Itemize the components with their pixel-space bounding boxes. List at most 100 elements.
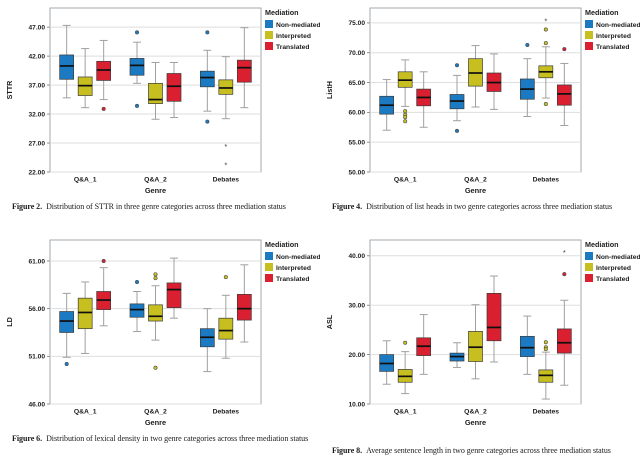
figure-4-caption-text: Distribution of list heads in two genre … <box>366 202 613 211</box>
fig2-extreme-point: * <box>224 142 227 151</box>
fig8-ytick-label: 10.00 <box>348 401 365 408</box>
interpreted-legend-swatch <box>585 263 593 271</box>
fig8-x-axis-label: Genre <box>465 418 486 427</box>
figure-8-number: Figure 8. <box>332 446 363 455</box>
fig2-ytick-label: 42.00 <box>28 53 45 60</box>
translated-legend-label: Translated <box>276 44 309 51</box>
fig6-ytick-label: 61.00 <box>28 258 45 265</box>
figure-6-caption-text: Distribution of lexical density in two g… <box>46 434 309 443</box>
fig2-box-interpreted-Q&A_2 <box>148 61 163 120</box>
fig8-outlier-point <box>562 272 567 277</box>
fig8-xtick-label: Debates <box>533 409 560 416</box>
fig6-outlier-point <box>135 279 140 284</box>
fig4-y-axis-label: ListH <box>325 81 334 99</box>
fig8-ytick-label: 20.00 <box>348 352 365 359</box>
fig4-box-translated-Q&A_1 <box>416 71 432 128</box>
fig6-box-non-mediated-Q&A_1 <box>59 292 75 366</box>
fig4-box-non-mediated-Q&A_2 <box>449 63 465 133</box>
translated-legend-swatch <box>585 274 593 282</box>
fig2-extreme-point: * <box>224 160 227 169</box>
fig2-box-non-mediated-Q&A_1 <box>59 24 75 99</box>
fig4-outlier-point <box>543 41 548 46</box>
fig6-outlier-point <box>223 275 228 280</box>
fig4-ytick-label: 70.00 <box>348 50 365 57</box>
fig8-legend-title: Mediation <box>585 240 619 249</box>
fig2-y-axis-label: STTR <box>5 80 14 100</box>
fig2-ytick-label: 47.00 <box>28 24 45 31</box>
fig4-xtick-label: Q&A_1 <box>394 177 417 184</box>
figure-8-block: 40.00 30.00 20.00 10.00 ASL * Q&A_1 Q&A_2 Debate… <box>320 232 640 469</box>
fig2-ytick-label: 32.00 <box>28 111 45 118</box>
fig2-ytick-label: 22.00 <box>28 169 45 176</box>
fig2-outlier-point <box>135 103 140 108</box>
figure-2-caption-text: Distribution of STTR in three genre cate… <box>46 202 286 211</box>
non-mediated-legend-swatch <box>585 20 593 28</box>
fig4-ytick-label: 65.00 <box>348 80 365 87</box>
figure-4-block: 75.00 70.00 65.00 60.00 55.00 50.00 ListH * Q&A_… <box>320 0 640 232</box>
figure-2-caption: Figure 2. Distribution of STTR in three g… <box>12 201 314 213</box>
fig6-xtick-label: Q&A_2 <box>144 409 167 416</box>
fig8-box-non-mediated-Q&A_1 <box>379 340 395 385</box>
fig4-ytick-label: 55.00 <box>348 139 365 146</box>
figure-2-block: 47.00 42.00 37.00 32.00 27.00 22.00 STTR * * Q&A_… <box>0 0 320 232</box>
fig2-ytick-label: 27.00 <box>28 140 45 147</box>
fig4-extreme-point: * <box>544 17 547 26</box>
fig2-xtick-label: Q&A_2 <box>144 177 167 184</box>
fig6-x-axis-label: Genre <box>145 418 166 427</box>
figure-4-caption: Figure 4. Distribution of list heads in t… <box>332 201 634 213</box>
fig4-box-interpreted-Q&A_2 <box>468 45 483 108</box>
fig4-outlier-point <box>455 63 460 68</box>
fig4-box-interpreted-Q&A_1 <box>397 59 413 124</box>
fig8-box-interpreted-Q&A_2 <box>468 304 483 380</box>
fig2-ytick-label: 37.00 <box>28 82 45 89</box>
figure-6-block: 61.00 56.00 51.00 46.00 LD Q&A_1 Q&A_2 Debates G… <box>0 232 320 469</box>
fig2-box-translated-Q&A_2 <box>166 61 182 119</box>
fig4-box-interpreted-Debates: * <box>538 17 554 107</box>
fig4-outlier-point <box>562 47 567 52</box>
fig4-ytick-label: 60.00 <box>348 110 365 117</box>
translated-legend-swatch <box>265 274 273 282</box>
fig4-box-translated-Q&A_2 <box>486 53 502 110</box>
fig8-box-interpreted-Debates <box>538 340 554 400</box>
fig4-box-non-mediated-Q&A_1 <box>379 79 395 131</box>
interpreted-legend-label: Interpreted <box>596 33 631 40</box>
fig8-box-translated-Debates: * <box>556 248 572 386</box>
fig6-ytick-label: 51.00 <box>28 354 45 361</box>
fig2-box-non-mediated-Q&A_2 <box>129 30 145 108</box>
fig8-box-interpreted-Q&A_1 <box>397 340 413 395</box>
fig2-x-axis-label: Genre <box>145 186 166 195</box>
interpreted-legend-swatch <box>265 31 273 39</box>
fig8-y-axis-label: ASL <box>325 314 334 329</box>
fig6-outlier-point <box>153 365 158 370</box>
non-mediated-legend-swatch <box>265 252 273 260</box>
translated-legend-label: Translated <box>276 276 309 283</box>
fig6-outlier-point <box>101 258 106 263</box>
non-mediated-legend-label: Non-mediated <box>276 22 320 29</box>
figure-6-caption: Figure 6. Distribution of lexical density… <box>12 433 310 445</box>
figure-8-caption-text: Average sentence length in two genre cat… <box>366 446 611 455</box>
fig2-outlier-point <box>101 106 106 111</box>
fig4-outlier-point <box>403 109 408 114</box>
fig6-outlier-point <box>153 272 158 277</box>
interpreted-legend-label: Interpreted <box>276 33 311 40</box>
fig6-box-interpreted-Q&A_1 <box>77 281 93 354</box>
asl-boxplot-chart: 40.00 30.00 20.00 10.00 ASL * Q&A_1 Q&A_2 Debate… <box>325 239 640 427</box>
fig6-ytick-label: 56.00 <box>28 306 45 313</box>
fig6-y-axis-label: LD <box>5 317 14 327</box>
fig2-legend-title: Mediation <box>265 8 299 17</box>
fig6-box-interpreted-Debates <box>218 275 234 359</box>
fig4-outlier-point <box>403 115 408 120</box>
fig4-ytick-label: 50.00 <box>348 169 365 176</box>
fig8-box-translated-Q&A_1 <box>416 314 432 375</box>
fig8-xtick-label: Q&A_1 <box>394 409 417 416</box>
fig4-outlier-point <box>455 128 460 133</box>
fig2-box-translated-Debates <box>236 27 252 109</box>
figure-8-caption: Figure 8. Average sentence length in two … <box>332 445 634 457</box>
interpreted-legend-swatch <box>265 263 273 271</box>
interpreted-legend-label: Interpreted <box>276 265 311 272</box>
fig6-legend-title: Mediation <box>265 240 299 249</box>
fig4-box-translated-Debates <box>556 47 572 126</box>
fig4-xtick-label: Debates <box>533 177 560 184</box>
fig4-outlier-point <box>525 42 530 47</box>
